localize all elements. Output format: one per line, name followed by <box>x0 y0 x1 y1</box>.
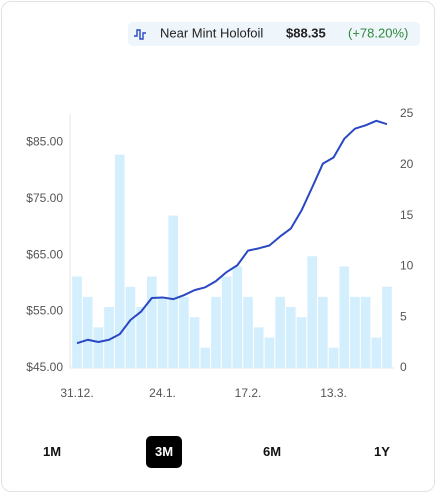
volume-bar <box>232 266 243 368</box>
volume-bar <box>253 327 264 368</box>
volume-bar <box>189 317 200 368</box>
legend-name: Near Mint Holofoil <box>160 25 263 40</box>
volume-bar <box>296 317 307 368</box>
volume-bar <box>147 276 157 368</box>
volume-bar <box>200 347 211 368</box>
volume-bar <box>211 296 221 368</box>
y2-tick-label: 25 <box>400 106 414 120</box>
volume-bar <box>307 256 317 368</box>
y2-tick-label: 10 <box>400 259 414 273</box>
x-tick-label: 24.1. <box>149 386 176 400</box>
range-button[interactable]: 1Y <box>374 444 390 459</box>
x-tick-label: 31.12. <box>60 386 93 400</box>
y2-tick-label: 15 <box>400 208 414 222</box>
y-tick-label: $45.00 <box>26 360 63 374</box>
volume-bar <box>360 296 371 368</box>
volume-bar <box>318 296 328 368</box>
y-tick-label: $65.00 <box>26 247 63 261</box>
range-button[interactable]: 1M <box>42 444 62 459</box>
volume-bar <box>328 347 339 368</box>
volume-bar <box>114 154 125 368</box>
y2-tick-label: 0 <box>400 360 407 374</box>
range-button[interactable]: 3M <box>146 436 182 468</box>
volume-bar <box>93 327 104 368</box>
volume-bar <box>350 296 360 368</box>
volume-bar <box>104 307 114 368</box>
volume-bar <box>371 337 382 368</box>
volume-bar <box>179 296 189 368</box>
range-button[interactable]: 6M <box>262 444 282 459</box>
legend-change: (+78.20%) <box>348 25 408 40</box>
volume-bar <box>157 296 168 368</box>
volume-bar <box>243 296 253 368</box>
legend-icon <box>134 29 146 40</box>
volume-bar <box>221 276 232 368</box>
volume-bar <box>275 296 285 368</box>
volume-bar <box>72 276 82 368</box>
legend-price: $88.35 <box>286 25 326 40</box>
price-line <box>76 119 388 345</box>
x-tick-label: 13.3. <box>320 386 347 400</box>
volume-bar <box>136 307 146 368</box>
y-tick-label: $75.00 <box>26 191 63 205</box>
volume-bar <box>264 337 275 368</box>
volume-bar <box>125 286 136 368</box>
legend-pill <box>128 22 420 46</box>
y-tick-label: $55.00 <box>26 304 63 318</box>
volume-bar <box>339 266 350 368</box>
x-tick-label: 17.2. <box>235 386 262 400</box>
y2-tick-label: 20 <box>400 157 414 171</box>
y-tick-label: $85.00 <box>26 134 63 148</box>
volume-bar <box>285 307 296 368</box>
volume-bar <box>82 296 93 368</box>
volume-bar <box>382 286 392 368</box>
y2-tick-label: 5 <box>400 309 407 323</box>
volume-bar <box>168 215 179 368</box>
